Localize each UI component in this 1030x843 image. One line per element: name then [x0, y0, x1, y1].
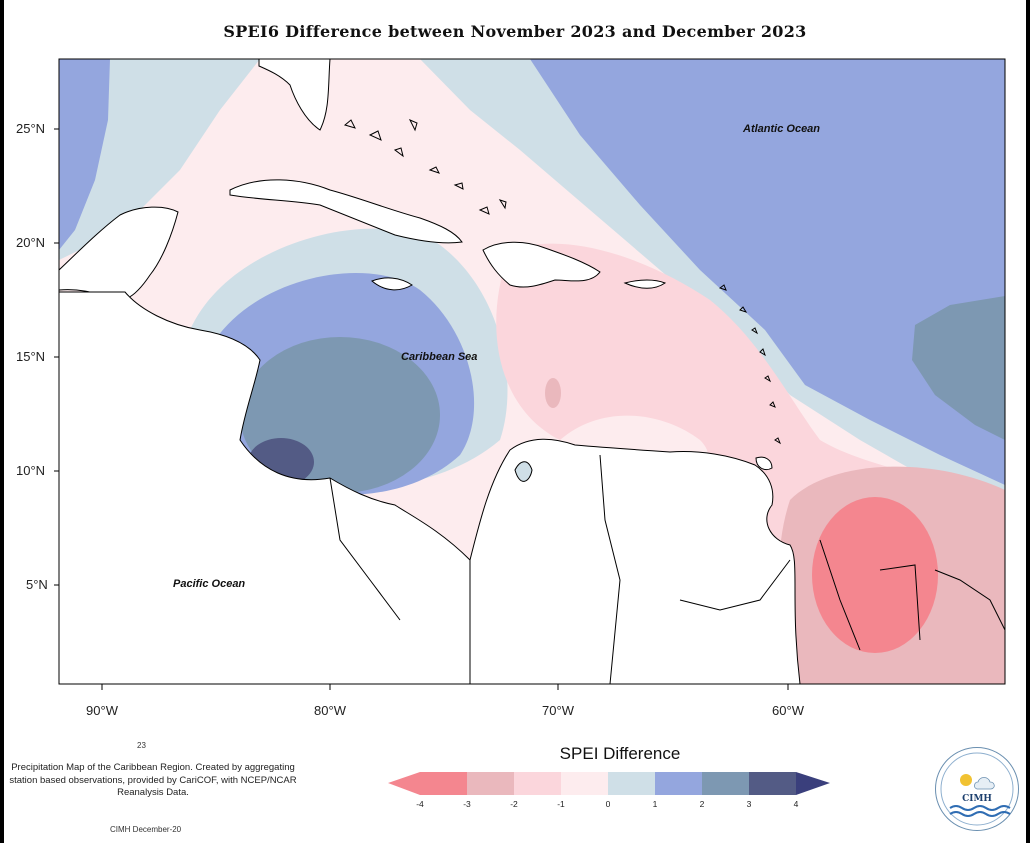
hispaniola — [482, 241, 601, 288]
landmasses — [59, 59, 801, 684]
legend-tick: 1 — [652, 799, 658, 809]
footnote-small: 23 — [137, 741, 146, 750]
south-america — [469, 438, 801, 684]
legend-tick: 3 — [746, 799, 752, 809]
legend-tick: 2 — [699, 799, 705, 809]
lon-label-70: 70°W — [542, 703, 574, 718]
label-pacific-ocean: Pacific Ocean — [173, 578, 246, 590]
legend-bin-4 — [561, 772, 608, 795]
legend-bin-3 — [514, 772, 561, 795]
borders — [329, 454, 1005, 684]
legend-bin-1 — [420, 772, 467, 795]
lat-label-5: 5°N — [26, 577, 48, 592]
legend-tick: -3 — [463, 799, 471, 809]
trinidad — [755, 456, 773, 471]
legend-bin-8 — [749, 772, 796, 795]
legend-tick: -1 — [557, 799, 565, 809]
lesser-antilles — [718, 284, 782, 445]
cuba — [229, 179, 463, 244]
sun-icon — [960, 774, 972, 786]
contour-small-patch — [545, 378, 561, 408]
contour-east-slate — [912, 296, 1005, 440]
cimh-logo: CIMH — [935, 747, 1019, 831]
lat-label-25: 25°N — [16, 121, 46, 136]
map-title: SPEI6 Difference between November 2023 a… — [223, 22, 807, 41]
lon-label-90: 90°W — [86, 703, 118, 718]
legend-tick: -2 — [510, 799, 518, 809]
label-caribbean-sea: Caribbean Sea — [401, 351, 478, 363]
logo-text: CIMH — [962, 794, 992, 804]
lat-label-20: 20°N — [16, 235, 46, 250]
puerto-rico — [623, 279, 667, 289]
legend-tick: -4 — [416, 799, 424, 809]
contour-nw-light — [59, 59, 260, 260]
legend-bin-6 — [655, 772, 702, 795]
legend-title: SPEI Difference — [559, 744, 681, 763]
lon-label-60: 60°W — [772, 703, 804, 718]
legend-colorbar — [388, 772, 830, 795]
footnote-description: Precipitation Map of the Caribbean Regio… — [9, 762, 297, 798]
lake-maracaibo — [514, 461, 533, 482]
contour-atlantic-blue — [530, 59, 1005, 485]
map-frame — [58, 58, 1006, 685]
label-atlantic-ocean: Atlantic Ocean — [743, 123, 821, 135]
legend-bin-2 — [467, 772, 514, 795]
wave-icon — [949, 805, 1011, 811]
lat-label-15: 15°N — [16, 349, 46, 364]
axis-ticks — [54, 128, 789, 690]
florida — [258, 59, 331, 131]
contour-nw-blue — [59, 59, 110, 250]
legend-arrow-right — [796, 772, 830, 795]
legend-tick: 0 — [605, 799, 611, 809]
jamaica — [371, 277, 413, 291]
legend-arrow-left — [388, 772, 420, 795]
credit-text: CIMH December-20 — [110, 825, 182, 834]
legend-bin-7 — [702, 772, 749, 795]
legend-bin-5 — [608, 772, 655, 795]
legend-tick: 4 — [793, 799, 799, 809]
contour-guianas-strong — [812, 497, 938, 653]
logo-graphic — [940, 752, 1014, 826]
bahamas — [343, 119, 507, 215]
cloud-icon — [974, 777, 995, 790]
lon-label-80: 80°W — [314, 703, 346, 718]
lat-label-10: 10°N — [16, 463, 46, 478]
